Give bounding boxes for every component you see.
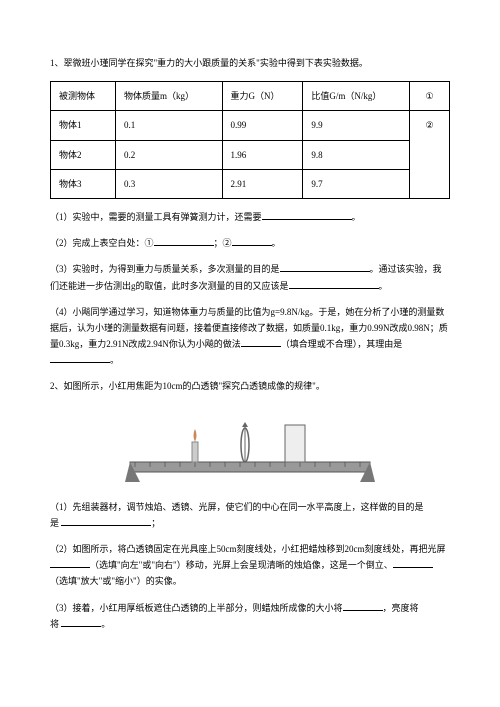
table-header-row: 被测物体 物体质量m（kg） 重力G（N） 比值G/m（N/kg） ①: [51, 82, 450, 111]
screen-icon: [285, 425, 305, 462]
rail-icon: [130, 462, 370, 472]
q2-p2b: （选填"向左"或"向右"）移动，光屏上会呈现清晰的烛焰像，这是一个倒立、: [90, 560, 393, 570]
th-mass: 物体质量m（kg）: [115, 82, 222, 111]
candle-icon: [192, 442, 198, 462]
cell: 2.91: [222, 169, 303, 198]
cell: 0.3: [115, 169, 222, 198]
q1-p2b: ；②: [214, 238, 232, 248]
q2-p2a: （2）如图所示，将凸透镜固定在光具座上50cm刻度线处，小红把蜡烛移到20cm刻…: [50, 544, 446, 554]
blank-input[interactable]: [343, 601, 383, 611]
blank-input[interactable]: [280, 262, 370, 272]
th-object: 被测物体: [51, 82, 116, 111]
q1-p1: （1）实验中，需要的测量工具有弹簧测力计，还需要 。: [50, 209, 450, 225]
cell: 物体3: [51, 169, 116, 198]
blank-input[interactable]: [154, 236, 214, 246]
q2-p1-blank-prefix: 是: [50, 518, 61, 528]
data-table: 被测物体 物体质量m（kg） 重力G（N） 比值G/m（N/kg） ① 物体1 …: [50, 81, 450, 199]
q1-p1-text: （1）实验中，需要的测量工具有弹簧测力计，还需要: [50, 212, 262, 222]
q2-p1: （1）先组装器材，调节烛焰、透镜、光屏，使它们的中心在同一水平高度上，这样做的目…: [50, 499, 450, 531]
q2-p2: （2）如图所示，将凸透镜固定在光具座上50cm刻度线处，小红把蜡烛移到20cm刻…: [50, 541, 450, 590]
th-blank1: ①: [410, 82, 450, 111]
th-ratio: 比值G/m（N/kg）: [303, 82, 410, 111]
cell: 9.7: [303, 169, 410, 198]
q1-p2: （2）完成上表空白处：① ；② 。: [50, 235, 450, 251]
punct: ；: [151, 518, 160, 528]
cell: 0.99: [222, 111, 303, 140]
table-row: 物体1 0.1 0.99 9.9 ②: [51, 111, 450, 140]
blank-input[interactable]: [262, 210, 352, 220]
blank-input[interactable]: [289, 279, 379, 289]
blank-input[interactable]: [393, 558, 433, 568]
table-row: 物体2 0.2 1.96 9.8: [51, 140, 450, 169]
q2-p1a: （1）先组装器材，调节烛焰、透镜、光屏，使它们的中心在同一水平高度上，这样做的目…: [50, 502, 424, 512]
punct: 。: [101, 619, 110, 629]
table-row: 物体3 0.3 2.91 9.7: [51, 169, 450, 198]
q2-intro: 2、如图所示，小红用焦距为10cm的凸透镜"探究凸透镜成像的规律"。: [50, 378, 450, 394]
q1-intro: 1、翠微班小瑾同学在探究"重力的大小跟质量的关系"实验中得到下表实验数据。: [50, 55, 450, 71]
q2-p3-prefix: 将: [50, 619, 61, 629]
cell: 物体1: [51, 111, 116, 140]
lens-arrow-icon: [242, 422, 248, 427]
cell: 9.9: [303, 111, 410, 140]
punct: 。: [110, 355, 119, 365]
punct: 。: [352, 212, 361, 222]
blank-input[interactable]: [232, 236, 272, 246]
cell-blank2: ②: [410, 111, 450, 199]
punct: 。: [379, 281, 388, 291]
cell: 9.8: [303, 140, 410, 169]
q1-p4b: （填合理或不合理），其理由是: [281, 339, 403, 349]
blank-input[interactable]: [50, 353, 110, 363]
q1-p3a: （3）实验时，为得到重力与质量关系，多次测量的目的是: [50, 264, 280, 274]
blank-input[interactable]: [61, 516, 151, 526]
q2-p3: （3）接着，小红用厚纸板遮住凸透镜的上半部分，则蜡烛所成像的大小将 ，亮度将将 。: [50, 600, 450, 632]
cell: 0.2: [115, 140, 222, 169]
q2-p2c: （选填"放大"或"缩小"）的实像。: [50, 576, 182, 586]
blank-input[interactable]: [241, 337, 281, 347]
punct: 。: [272, 238, 281, 248]
cell: 0.1: [115, 111, 222, 140]
cell: 物体2: [51, 140, 116, 169]
q1-p4: （4）小飚同学通过学习，知道物体重力与质量的比值为g=9.8N/kg。于是，她在…: [50, 304, 450, 369]
cell: 1.96: [222, 140, 303, 169]
q1-p2a: （2）完成上表空白处：①: [50, 238, 154, 248]
blank-input[interactable]: [50, 558, 90, 568]
blank-input[interactable]: [61, 617, 101, 627]
q2-p3b: ，亮度将: [383, 603, 419, 613]
flame-icon: [194, 429, 197, 442]
q1-p3: （3）实验时，为得到重力与质量关系，多次测量的目的是。通过该实验，我们还能进一步…: [50, 261, 450, 293]
q2-p3a: （3）接着，小红用厚纸板遮住凸透镜的上半部分，则蜡烛所成像的大小将: [50, 603, 343, 613]
optical-bench-diagram: [50, 407, 450, 487]
bench-svg: [120, 407, 380, 487]
th-weight: 重力G（N）: [222, 82, 303, 111]
